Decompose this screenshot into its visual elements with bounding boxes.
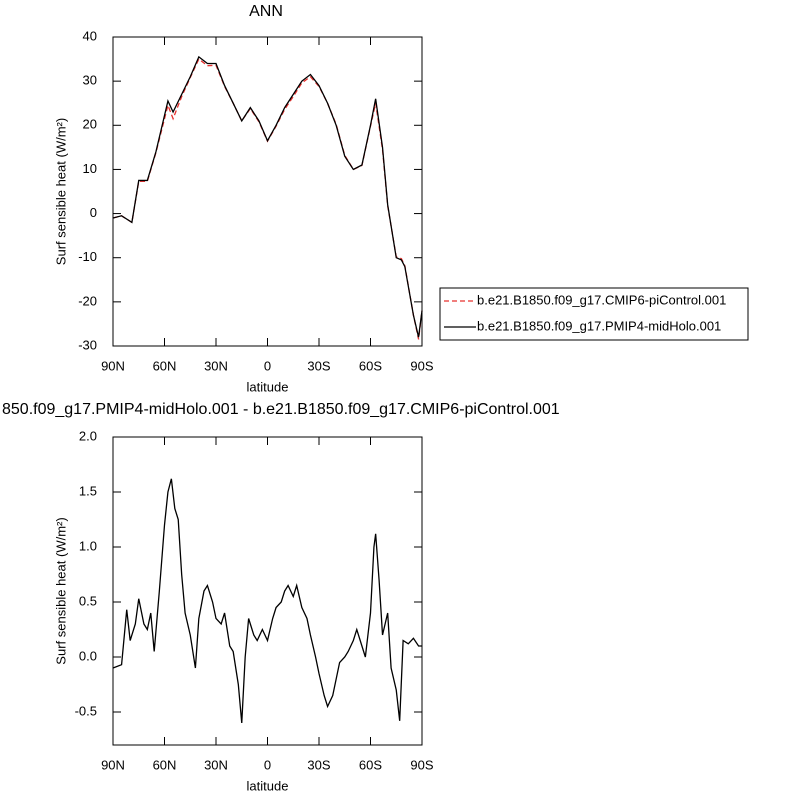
legend-label: b.e21.B1850.f09_g17.CMIP6-piControl.001 bbox=[477, 292, 726, 307]
y-tick-label: 2.0 bbox=[79, 428, 97, 443]
x-tick-label: 30S bbox=[307, 757, 330, 772]
chart-title: 850.f09_g17.PMIP4-midHolo.001 - b.e21.B1… bbox=[2, 401, 560, 418]
plot-frame bbox=[112, 436, 423, 746]
chart-title: ANN bbox=[249, 3, 283, 20]
y-tick-label: 1.0 bbox=[79, 538, 97, 553]
x-tick-label: 30N bbox=[204, 358, 228, 373]
legend-label: b.e21.B1850.f09_g17.PMIP4-midHolo.001 bbox=[477, 318, 721, 333]
y-tick-label: -20 bbox=[78, 293, 97, 308]
plot-frame bbox=[112, 36, 423, 347]
y-tick-label: 30 bbox=[83, 73, 97, 88]
y-tick-label: 0 bbox=[90, 205, 97, 220]
x-axis-label: latitude bbox=[247, 379, 289, 394]
x-tick-label: 60N bbox=[153, 757, 177, 772]
y-tick-label: 10 bbox=[83, 161, 97, 176]
x-tick-label: 30S bbox=[307, 358, 330, 373]
legend-box bbox=[439, 287, 749, 341]
x-tick-label: 0 bbox=[264, 757, 271, 772]
y-tick-label: 0.0 bbox=[79, 648, 97, 663]
data-line bbox=[112, 478, 422, 724]
y-tick-label: 20 bbox=[83, 117, 97, 132]
x-tick-label: 90S bbox=[410, 757, 433, 772]
x-tick-label: 90N bbox=[101, 757, 125, 772]
y-axis-label: Surf sensible heat (W/m²) bbox=[53, 517, 68, 664]
y-tick-label: 40 bbox=[83, 28, 97, 43]
y-axis-label: Surf sensible heat (W/m²) bbox=[53, 118, 68, 265]
x-tick-label: 30N bbox=[204, 757, 228, 772]
y-tick-label: 1.5 bbox=[79, 483, 97, 498]
y-tick-label: -30 bbox=[78, 337, 97, 352]
x-tick-label: 60N bbox=[153, 358, 177, 373]
y-tick-label: -0.5 bbox=[75, 703, 97, 718]
x-tick-label: 60S bbox=[359, 358, 382, 373]
x-axis-label: latitude bbox=[247, 778, 289, 793]
data-line bbox=[112, 55, 423, 338]
y-tick-label: -10 bbox=[78, 249, 97, 264]
x-tick-label: 0 bbox=[264, 358, 271, 373]
x-tick-label: 60S bbox=[359, 757, 382, 772]
y-tick-label: 0.5 bbox=[79, 593, 97, 608]
x-tick-label: 90N bbox=[101, 358, 125, 373]
x-tick-label: 90S bbox=[410, 358, 433, 373]
